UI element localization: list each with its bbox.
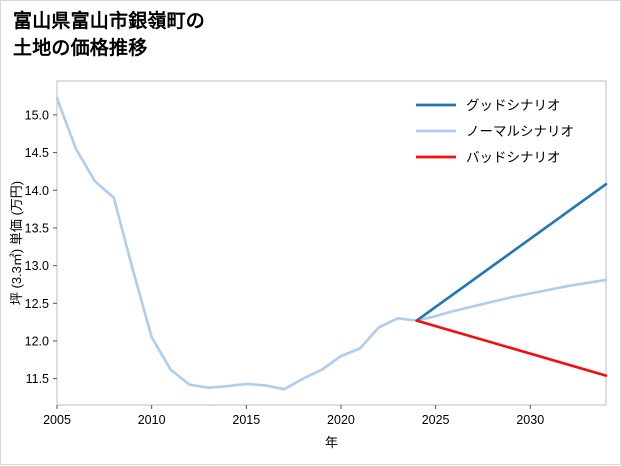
x-tick-label: 2005	[43, 413, 71, 427]
y-tick-label: 13.5	[25, 221, 49, 235]
y-tick-label: 14.0	[25, 184, 49, 198]
legend-label-1: ノーマルシナリオ	[466, 124, 574, 139]
y-axis-label: 坪 (3.3㎡) 単価 (万円)	[9, 181, 24, 305]
y-tick-label: 15.0	[25, 108, 49, 122]
x-tick-label: 2020	[327, 413, 355, 427]
page-title: 富山県富山市銀嶺町の 土地の価格推移	[13, 11, 206, 59]
y-tick-label: 11.5	[26, 372, 49, 386]
series-line-ノーマルシナリオ	[55, 97, 608, 391]
x-tick-label: 2010	[138, 413, 166, 427]
y-tick-label: 14.5	[25, 146, 49, 160]
series-line-グッドシナリオ	[415, 182, 608, 322]
series-line-バッドシナリオ	[415, 319, 608, 377]
x-tick-label: 2030	[516, 413, 544, 427]
plot-frame	[56, 80, 607, 406]
x-tick-label: 2015	[232, 413, 260, 427]
x-tick-label: 2025	[422, 413, 450, 427]
legend-label-2: バッドシナリオ	[466, 150, 561, 165]
y-tick-label: 12.0	[25, 334, 49, 348]
y-tick-label: 13.0	[25, 259, 49, 273]
x-axis-label: 年	[325, 435, 338, 450]
y-tick-label: 12.5	[25, 297, 49, 311]
legend-label-0: グッドシナリオ	[466, 98, 561, 113]
